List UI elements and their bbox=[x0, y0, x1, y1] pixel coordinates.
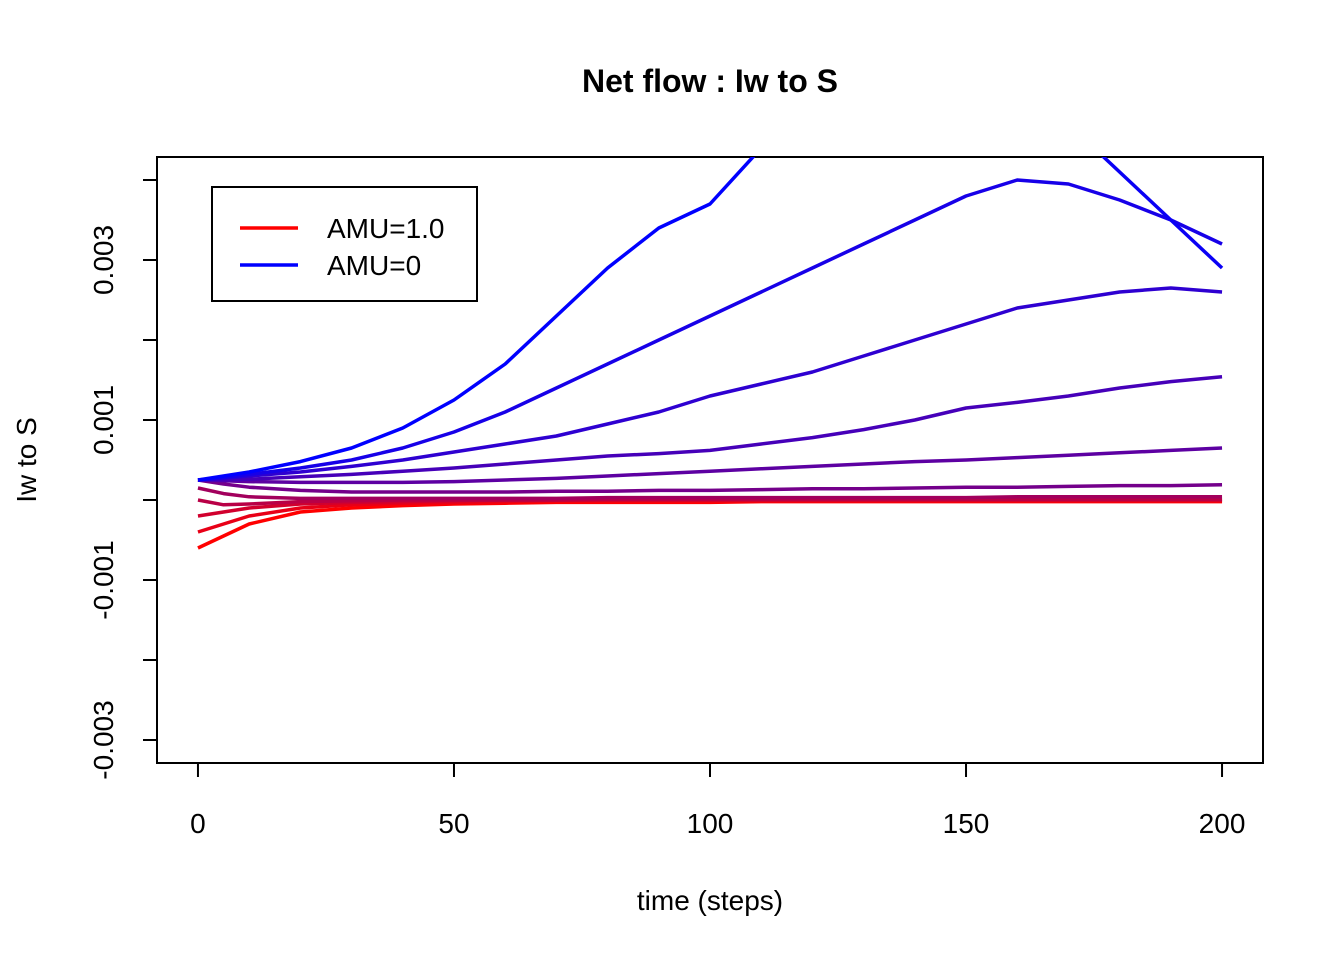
x-tick-label: 100 bbox=[687, 808, 734, 839]
legend-label: AMU=1.0 bbox=[327, 213, 445, 244]
series-line bbox=[197, 178, 1223, 482]
y-tick-label: -0.003 bbox=[88, 700, 119, 779]
series-line bbox=[197, 286, 1223, 482]
chart-title: Net flow : Iw to S bbox=[582, 63, 838, 99]
series-line bbox=[197, 446, 1223, 485]
plot-lines bbox=[197, 157, 1224, 550]
y-tick-label: -0.001 bbox=[88, 540, 119, 619]
series-line bbox=[197, 499, 1223, 534]
x-tick-label: 50 bbox=[438, 808, 469, 839]
y-tick-label: 0.001 bbox=[88, 385, 119, 455]
x-axis-label: time (steps) bbox=[637, 885, 783, 916]
y-tick-label: 0.003 bbox=[88, 225, 119, 295]
y-axis-label: Iw to S bbox=[11, 417, 42, 503]
x-tick-label: 200 bbox=[1199, 808, 1246, 839]
series-line bbox=[197, 478, 1223, 494]
x-tick-label: 0 bbox=[190, 808, 206, 839]
legend-label: AMU=0 bbox=[327, 250, 421, 281]
series-line bbox=[197, 486, 1223, 501]
series-line bbox=[197, 499, 1223, 550]
legend-box bbox=[211, 186, 478, 302]
series-line bbox=[1101, 157, 1224, 270]
series-line bbox=[197, 375, 1223, 482]
series-line bbox=[197, 157, 756, 482]
x-tick-label: 150 bbox=[943, 808, 990, 839]
